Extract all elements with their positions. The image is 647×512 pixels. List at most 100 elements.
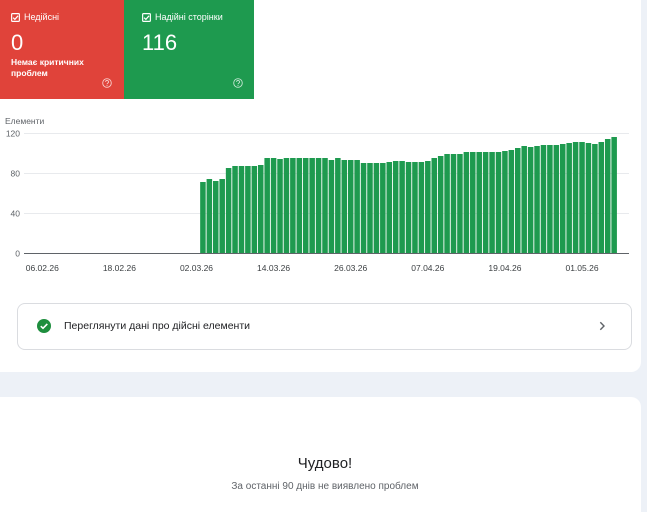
bar	[283, 158, 290, 253]
x-tick-label: 26.03.26	[334, 263, 367, 273]
bar	[251, 166, 258, 253]
bar	[315, 158, 322, 253]
summary-card-valid[interactable]: Надійні сторінки 116	[124, 0, 254, 99]
check-circle-icon	[37, 319, 51, 333]
bar	[245, 166, 251, 253]
issues-panel	[0, 397, 641, 512]
bar	[470, 152, 476, 253]
y-tick-label: 40	[11, 209, 21, 219]
bar	[206, 179, 213, 253]
bar	[328, 160, 335, 253]
bar	[367, 163, 373, 253]
bar	[457, 154, 463, 253]
bar	[347, 160, 354, 253]
bar	[604, 139, 611, 253]
bar	[213, 181, 219, 253]
bar	[431, 158, 437, 253]
bar	[257, 165, 264, 253]
bar	[360, 163, 367, 253]
bar	[463, 152, 470, 253]
x-tick-label: 02.03.26	[180, 263, 213, 273]
bar	[450, 154, 457, 253]
bar	[264, 158, 270, 253]
y-tick-label: 80	[11, 169, 21, 179]
bar	[341, 160, 348, 253]
bar	[290, 158, 296, 253]
bar	[437, 156, 444, 253]
bar	[515, 148, 521, 253]
bar	[482, 152, 489, 253]
x-tick-label: 19.04.26	[488, 263, 521, 273]
bar	[592, 144, 598, 253]
bar	[444, 154, 450, 253]
chevron-right-icon	[596, 320, 608, 332]
bar	[225, 168, 232, 253]
bar	[200, 182, 206, 253]
checkbox-checked-icon[interactable]	[142, 13, 151, 22]
card-label: Недійсні	[24, 12, 60, 22]
bar	[335, 158, 341, 253]
bar	[380, 163, 386, 253]
bar	[302, 158, 309, 253]
card-note: Немає критичних проблем	[11, 57, 84, 78]
card-label: Надійні сторінки	[155, 12, 223, 22]
bar	[392, 161, 399, 253]
x-tick-label: 07.04.26	[411, 263, 444, 273]
bar	[553, 145, 560, 253]
bar	[238, 166, 245, 253]
card-header: Недійсні	[11, 12, 59, 23]
bar	[572, 142, 579, 253]
x-tick-label: 06.02.26	[26, 263, 59, 273]
bar	[521, 146, 527, 253]
bar	[412, 162, 418, 253]
bar	[540, 145, 547, 253]
view-valid-items-button[interactable]: Переглянути дані про дійсні елементи	[17, 303, 632, 350]
bar	[373, 163, 380, 253]
bar	[559, 144, 566, 253]
y-tick-label: 120	[6, 129, 20, 139]
y-tick-label: 0	[15, 249, 20, 259]
bar	[405, 162, 412, 253]
bar	[566, 143, 572, 253]
bar	[534, 146, 540, 253]
checkbox-checked-icon[interactable]	[11, 13, 20, 22]
help-icon[interactable]	[233, 78, 243, 88]
status-message: За останні 90 днів не виявлено проблем	[231, 481, 419, 492]
bar	[399, 161, 405, 253]
bar	[425, 161, 431, 253]
bar	[579, 142, 585, 253]
bar	[527, 147, 534, 253]
bar	[232, 166, 238, 253]
help-icon[interactable]	[102, 78, 112, 88]
summary-card-invalid[interactable]: Недійсні 0 Немає критичних проблем	[0, 0, 124, 99]
x-tick-label: 01.05.26	[565, 263, 598, 273]
bar	[296, 158, 303, 253]
x-tick-label: 18.02.26	[103, 263, 136, 273]
bar	[270, 158, 277, 253]
bar	[611, 137, 617, 253]
bar	[489, 152, 495, 253]
report-panel: Недійсні 0 Немає критичних проблем Надій…	[0, 0, 641, 372]
bar	[585, 143, 592, 253]
x-tick-label: 14.03.26	[257, 263, 290, 273]
bar	[354, 160, 360, 253]
bar	[547, 145, 553, 253]
bar	[598, 142, 605, 253]
chart-y-axis-label: Елементи	[5, 116, 45, 126]
bar	[219, 179, 225, 253]
status-title: Чудово!	[297, 455, 353, 472]
bar	[508, 150, 515, 253]
bar	[495, 152, 502, 253]
bar	[476, 152, 482, 253]
card-value: 116	[142, 30, 178, 55]
bar	[277, 159, 283, 253]
bar	[418, 162, 425, 253]
card-header: Надійні сторінки	[142, 12, 223, 23]
card-value: 0	[11, 30, 24, 55]
bar	[309, 158, 315, 253]
bar	[386, 162, 393, 253]
bar	[502, 151, 508, 253]
bar	[322, 158, 328, 253]
items-bar-chart: 0 40 80 120 06.02.26 18.02.26 02.03.26 14.03.26…	[6, 129, 629, 273]
view-valid-items-label: Переглянути дані про дійсні елементи	[64, 320, 251, 332]
